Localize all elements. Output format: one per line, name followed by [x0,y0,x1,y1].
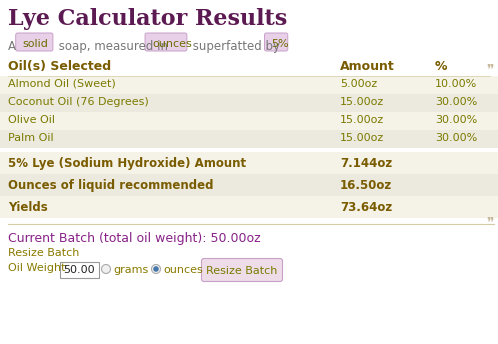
Text: Ounces of liquid recommended: Ounces of liquid recommended [8,179,214,192]
Text: %: % [435,60,448,73]
Text: superfatted by: superfatted by [189,40,284,53]
Text: 50.00: 50.00 [63,265,95,275]
Circle shape [151,265,160,273]
Text: A: A [8,40,20,53]
Text: 73.64oz: 73.64oz [340,201,392,214]
Text: ounces: ounces [152,39,192,49]
Text: Resize Batch: Resize Batch [206,266,278,276]
Bar [0,94,498,112]
Text: Almond Oil (Sweet): Almond Oil (Sweet) [8,79,116,89]
Text: soap, measured in: soap, measured in [55,40,172,53]
Text: Yields: Yields [8,201,48,214]
Text: 15.00oz: 15.00oz [340,97,384,107]
Text: Lye Calculator Results: Lye Calculator Results [8,8,287,30]
Text: 5.00oz: 5.00oz [340,79,377,89]
Text: 30.00%: 30.00% [435,97,477,107]
Text: 5%: 5% [271,39,289,49]
Text: Resize Batch: Resize Batch [8,248,79,258]
Text: 15.00oz: 15.00oz [340,115,384,125]
Text: ❞: ❞ [487,215,494,229]
Circle shape [102,265,111,273]
FancyBboxPatch shape [264,33,288,51]
Bar [0,130,498,148]
FancyBboxPatch shape [202,258,282,281]
Text: Amount: Amount [340,60,395,73]
Circle shape [153,266,159,272]
Text: ❞: ❞ [487,62,494,76]
Text: Palm Oil: Palm Oil [8,133,54,143]
FancyBboxPatch shape [145,33,187,51]
Text: 10.00%: 10.00% [435,79,477,89]
FancyBboxPatch shape [59,261,99,278]
Text: 15.00oz: 15.00oz [340,133,384,143]
Text: ounces: ounces [163,265,203,275]
Bar [0,76,498,94]
Bar [0,112,498,130]
Text: 30.00%: 30.00% [435,115,477,125]
Text: Coconut Oil (76 Degrees): Coconut Oil (76 Degrees) [8,97,149,107]
Text: Oil(s) Selected: Oil(s) Selected [8,60,111,73]
Text: Current Batch (total oil weight): 50.00oz: Current Batch (total oil weight): 50.00o… [8,232,260,245]
Text: 16.50oz: 16.50oz [340,179,392,192]
Text: Olive Oil: Olive Oil [8,115,55,125]
Text: 7.144oz: 7.144oz [340,157,392,170]
Text: solid: solid [23,39,49,49]
Bar [0,152,498,174]
Text: 30.00%: 30.00% [435,133,477,143]
Bar [0,196,498,218]
Text: grams: grams [113,265,148,275]
Bar [0,174,498,196]
Text: Oil Weight: Oil Weight [8,263,66,273]
Text: 5% Lye (Sodium Hydroxide) Amount: 5% Lye (Sodium Hydroxide) Amount [8,157,246,170]
FancyBboxPatch shape [16,33,53,51]
